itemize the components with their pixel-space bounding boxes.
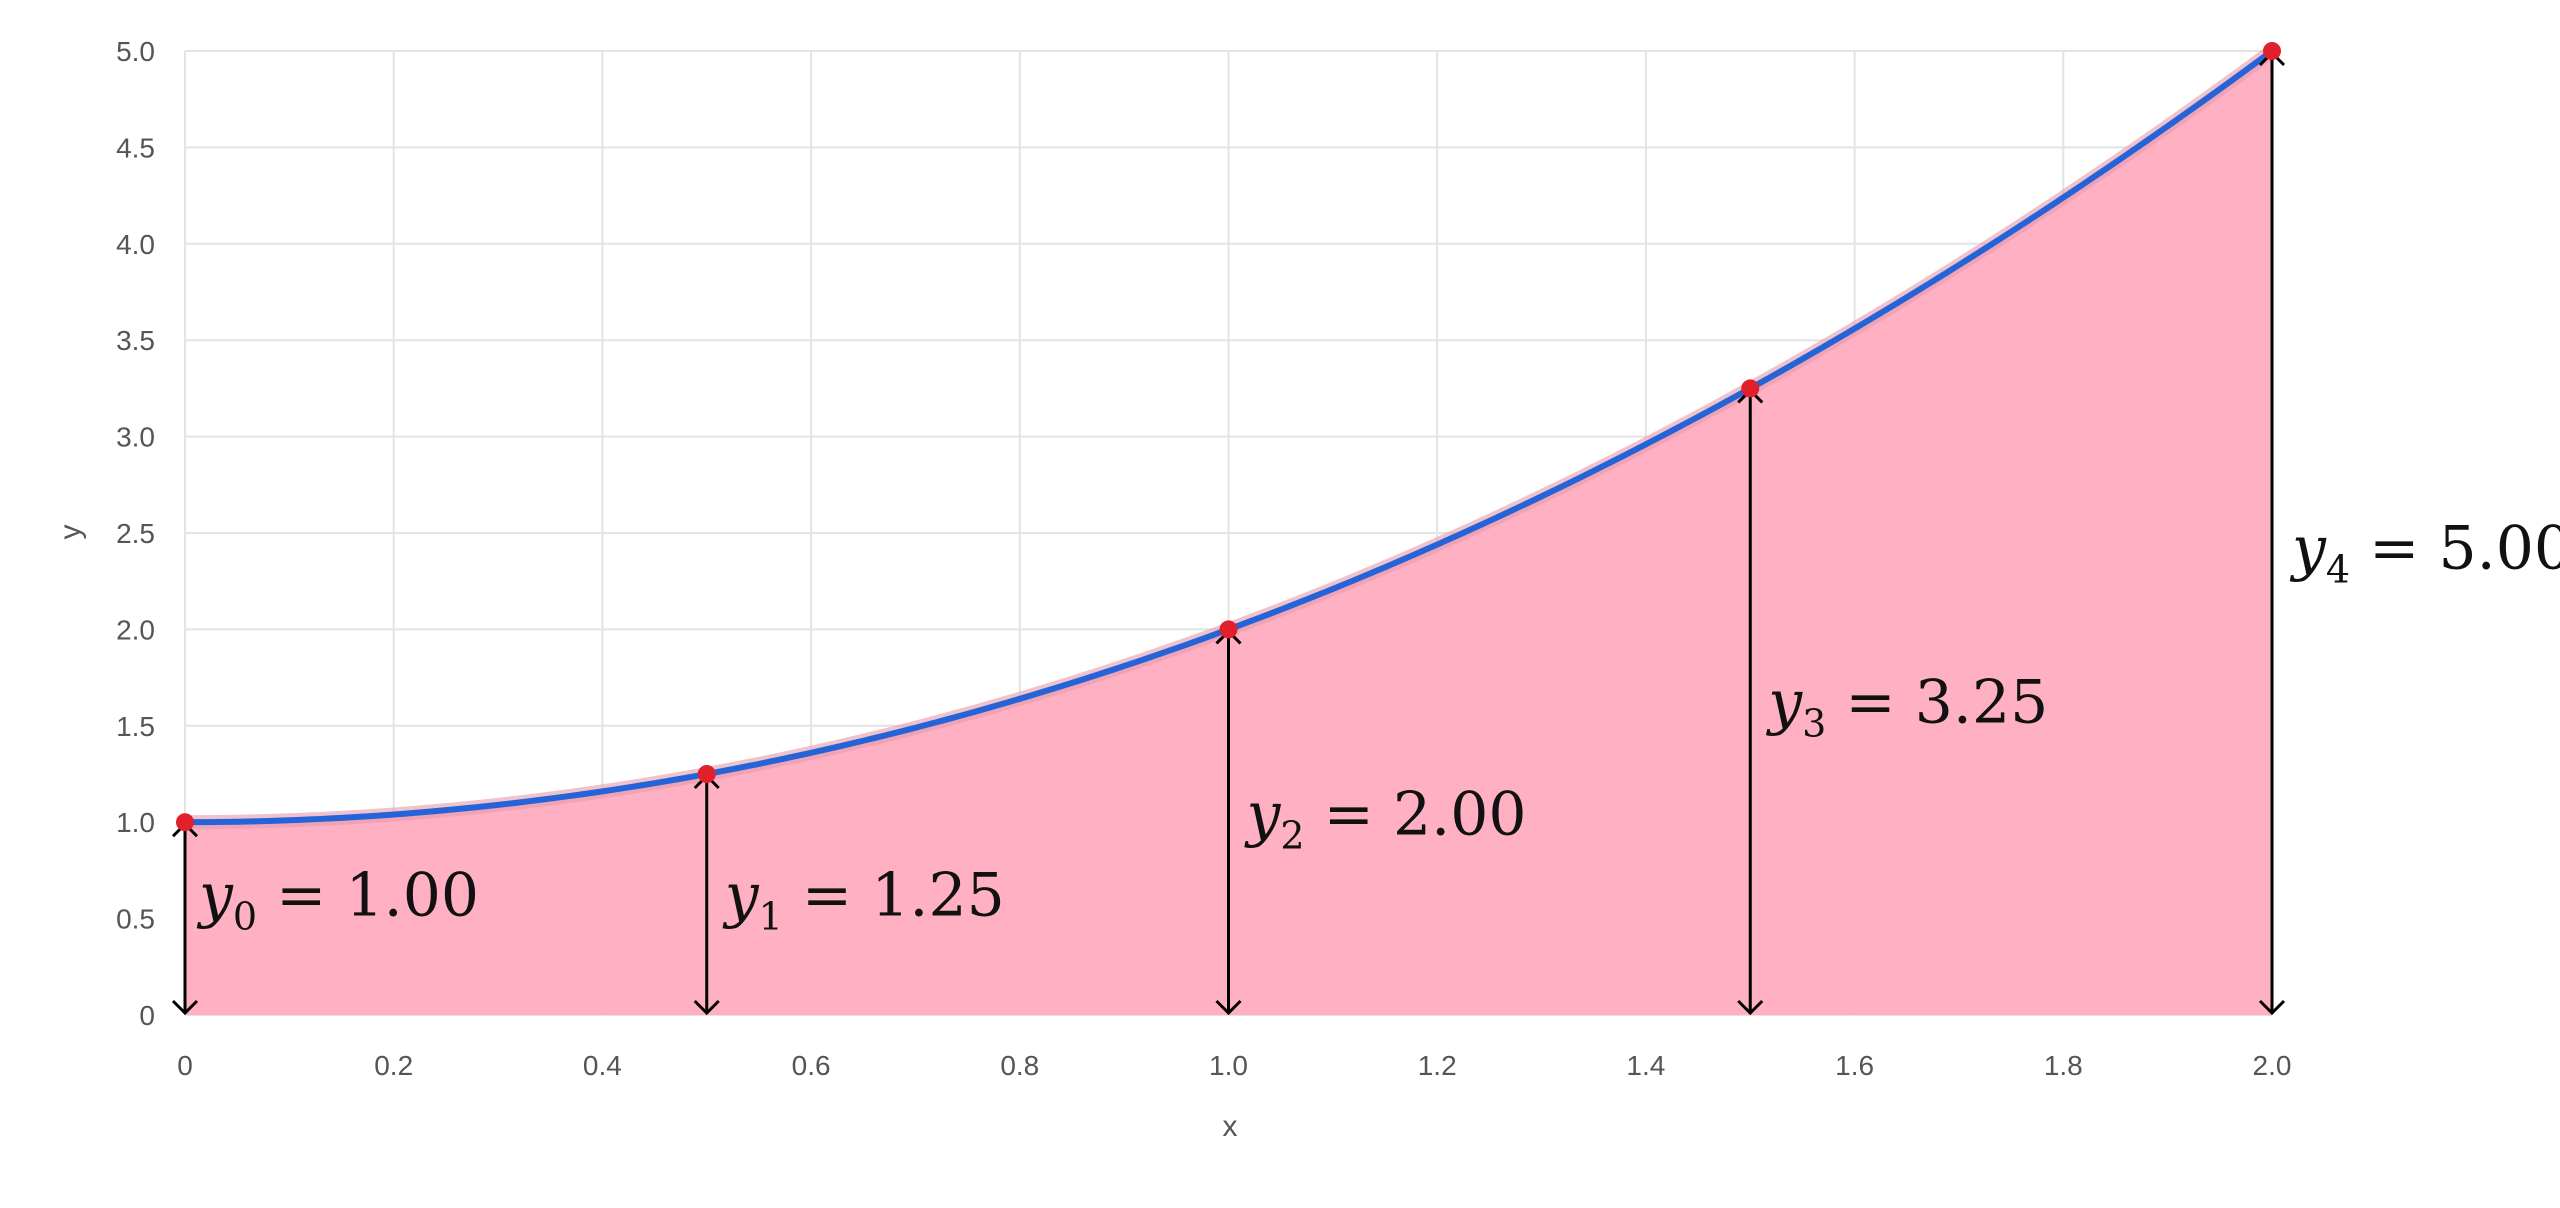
annotation-subscript: 0 <box>233 894 257 938</box>
y-tick-label: 1.5 <box>116 711 155 742</box>
annotation-var: y <box>196 860 234 930</box>
height-arrow-head-bottom <box>1737 999 1764 1016</box>
y-tick-label: 0.5 <box>116 904 155 935</box>
y-tick-label: 0 <box>139 1000 155 1031</box>
annotation-value: = 2.00 <box>1305 779 1527 849</box>
height-arrow-head-bottom <box>1215 999 1242 1016</box>
value-annotation: y0 = 1.00 <box>196 860 479 938</box>
annotation-value: = 1.00 <box>257 860 479 930</box>
annotation-var: y <box>722 860 760 930</box>
height-arrow-head-bottom <box>171 999 199 1016</box>
annotation-value: = 3.25 <box>1826 668 2048 738</box>
y-tick-label: 4.0 <box>116 229 155 260</box>
y-tick-label: 1.0 <box>116 807 155 838</box>
x-tick-label: 2.0 <box>2253 1050 2292 1081</box>
annotation-subscript: 4 <box>2326 547 2350 591</box>
data-point <box>1741 379 1760 398</box>
y-tick-labels: 0 0.5 1.0 1.5 2.0 2.5 3.0 3.5 4.0 4.5 5.0 <box>116 36 155 1031</box>
annotation-value: = 5.00 <box>2350 513 2560 583</box>
y-tick-label: 3.5 <box>116 325 155 356</box>
data-point <box>176 813 194 832</box>
x-tick-label: 1.2 <box>1418 1050 1457 1081</box>
value-annotation: y4 = 5.00 <box>2289 513 2560 591</box>
annotation-subscript: 2 <box>1280 813 1304 857</box>
x-tick-labels: 0 0.2 0.4 0.6 0.8 1.0 1.2 1.4 1.6 1.8 2.0 <box>177 1050 2291 1081</box>
value-annotation: y3 = 3.25 <box>1765 668 2048 746</box>
data-point <box>2263 42 2281 60</box>
x-tick-label: 0.2 <box>374 1050 413 1081</box>
x-axis-title: x <box>1223 1110 1238 1143</box>
x-tick-label: 1.8 <box>2044 1050 2083 1081</box>
x-tick-label: 1.0 <box>1209 1050 1248 1081</box>
height-arrow-head-bottom <box>2258 999 2286 1016</box>
annotation-var: y <box>2289 513 2327 583</box>
y-tick-label: 3.0 <box>116 422 155 453</box>
annotation-subscript: 3 <box>1802 702 1826 746</box>
y-tick-label: 2.0 <box>116 614 155 645</box>
arrows-layer <box>171 50 2286 1016</box>
value-annotation: y2 = 2.00 <box>1244 779 1527 857</box>
annotation-var: y <box>1244 779 1282 849</box>
y-tick-label: 4.5 <box>116 132 155 163</box>
x-tick-label: 0.4 <box>583 1050 622 1081</box>
height-arrow-head-bottom <box>693 999 720 1016</box>
annotation-subscript: 1 <box>759 894 783 938</box>
y-tick-label: 5.0 <box>116 36 155 67</box>
points-layer <box>176 42 2281 832</box>
x-tick-label: 1.4 <box>1626 1050 1665 1081</box>
data-point <box>1219 620 1238 639</box>
annotation-var: y <box>1765 668 1803 738</box>
x-tick-label: 0.8 <box>1000 1050 1039 1081</box>
y-axis-title: y <box>54 525 87 540</box>
y-tick-label: 2.5 <box>116 518 155 549</box>
data-point <box>697 765 716 783</box>
value-annotation: y1 = 1.25 <box>722 860 1005 938</box>
annotation-value: = 1.25 <box>783 860 1005 930</box>
x-tick-label: 0.6 <box>792 1050 831 1081</box>
x-tick-label: 1.6 <box>1835 1050 1874 1081</box>
x-tick-label: 0 <box>177 1050 193 1081</box>
